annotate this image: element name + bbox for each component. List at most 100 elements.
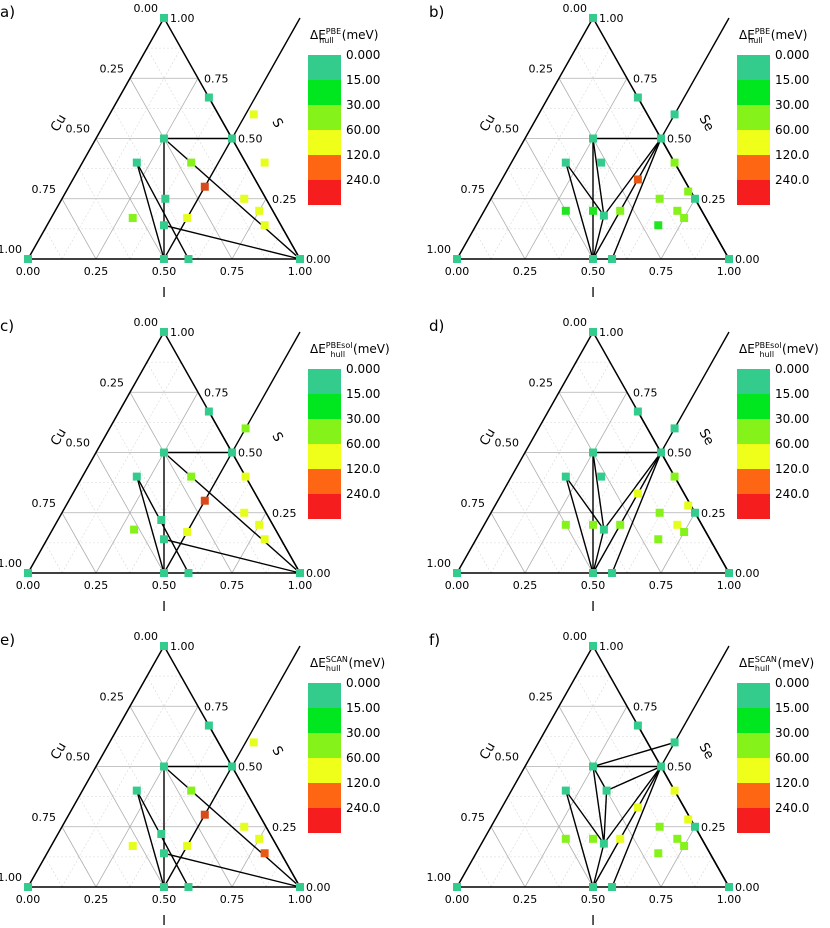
tick-label: 0.00	[563, 316, 588, 329]
colorbar-swatch	[308, 758, 341, 783]
data-point	[684, 815, 693, 824]
gridline	[558, 108, 645, 260]
data-point	[608, 569, 617, 577]
tick-label: 0.50	[667, 447, 692, 460]
data-point	[589, 834, 597, 843]
colorbar-title-prefix: ΔE	[310, 656, 326, 670]
data-point	[597, 158, 606, 167]
data-point	[160, 134, 168, 143]
tick-label: 0.25	[272, 821, 297, 834]
colorbar-swatch	[308, 105, 341, 130]
colorbar-swatch	[308, 494, 341, 519]
tick-label: 1.00	[599, 640, 624, 653]
colorbar-label: 240.0	[775, 801, 809, 815]
axis-label-bottom: I	[591, 600, 595, 615]
colorbar-label: 240.0	[775, 487, 809, 501]
tick-label: 0.75	[649, 265, 674, 278]
gridline	[490, 512, 526, 574]
data-point	[160, 849, 168, 858]
gridline	[95, 138, 165, 260]
data-point	[608, 255, 617, 263]
data-point	[184, 255, 193, 263]
colorbar-title-sup: PBEsol	[326, 341, 353, 350]
tie-line	[163, 137, 301, 260]
tick-label: 0.50	[667, 133, 692, 146]
data-point	[680, 528, 689, 537]
gridline	[575, 47, 696, 260]
tick-label: 0.75	[461, 497, 486, 510]
colorbar-swatch	[308, 419, 341, 444]
data-point	[691, 822, 699, 831]
tie-line	[592, 529, 605, 574]
tick-label: 0.25	[701, 507, 726, 520]
tie-line	[611, 452, 662, 574]
gridline	[490, 361, 611, 574]
colorbar-label: 30.00	[346, 726, 380, 740]
gridline	[490, 826, 526, 888]
colorbar-title-prefix: ΔE	[739, 342, 755, 356]
tick-label: 0.25	[100, 690, 125, 703]
tick-label: 0.00	[735, 567, 760, 580]
tick-label: 0.50	[667, 761, 692, 774]
data-point	[296, 569, 304, 577]
data-point	[670, 786, 679, 795]
tick-label: 0.50	[152, 265, 177, 278]
data-point	[187, 472, 196, 481]
data-point	[657, 448, 665, 457]
colorbar-label: 60.00	[346, 437, 380, 451]
gridline	[129, 422, 216, 574]
tick-label: 1.00	[288, 265, 313, 278]
tick-label: 0.25	[272, 507, 297, 520]
colorbar-title-unit: (meV)	[771, 28, 808, 42]
colorbar-swatch	[737, 683, 770, 708]
tick-label: 0.00	[735, 253, 760, 266]
colorbar-label: 30.00	[775, 726, 809, 740]
tick-label: 0.75	[649, 893, 674, 906]
data-point	[200, 810, 209, 819]
tie-line	[603, 790, 608, 844]
data-point	[633, 93, 642, 102]
data-point	[589, 642, 597, 650]
data-point	[633, 721, 642, 730]
data-point	[160, 883, 168, 891]
tie-line	[592, 215, 605, 260]
colorbar-title-unit: (meV)	[349, 656, 386, 670]
gridline	[112, 736, 199, 888]
tie-line	[208, 97, 233, 139]
axis-label-right: S	[268, 430, 285, 445]
tick-label: 0.50	[581, 579, 606, 592]
tick-label: 0.75	[633, 700, 658, 713]
data-point	[589, 448, 597, 457]
data-point	[655, 194, 664, 203]
gridline	[44, 228, 63, 260]
data-point	[161, 194, 170, 203]
data-point	[24, 569, 32, 577]
data-point	[633, 803, 642, 812]
tie-line	[592, 766, 605, 844]
tick-label: 0.75	[633, 72, 658, 85]
tick-label: 0.00	[16, 579, 41, 592]
data-point	[260, 158, 269, 167]
colorbar-swatch	[308, 130, 341, 155]
axis-label-bottom: I	[162, 914, 166, 928]
data-point	[673, 206, 682, 215]
ternary-panel-c: 0.00 0.00 0.00 0.25 0.25 0.25 0.50 0.50 0.50 0.75…	[0, 316, 390, 615]
tie-line	[231, 138, 301, 260]
tick-label: 0.25	[100, 376, 125, 389]
colorbar-label: 0.000	[775, 48, 809, 62]
data-point	[616, 520, 625, 529]
tick-label: 0.25	[529, 690, 554, 703]
data-point	[561, 206, 570, 215]
data-point	[132, 158, 141, 167]
data-point	[680, 214, 689, 223]
data-point	[184, 569, 193, 577]
data-point	[670, 158, 679, 167]
tick-label: 0.50	[581, 893, 606, 906]
colorbar-swatch	[308, 180, 341, 205]
gridline	[524, 766, 594, 888]
colorbar-title-prefix: ΔE	[310, 342, 326, 356]
gridline	[694, 856, 713, 888]
data-point	[204, 93, 213, 102]
tick-label: 1.00	[717, 579, 742, 592]
tick-label: 0.75	[204, 386, 229, 399]
